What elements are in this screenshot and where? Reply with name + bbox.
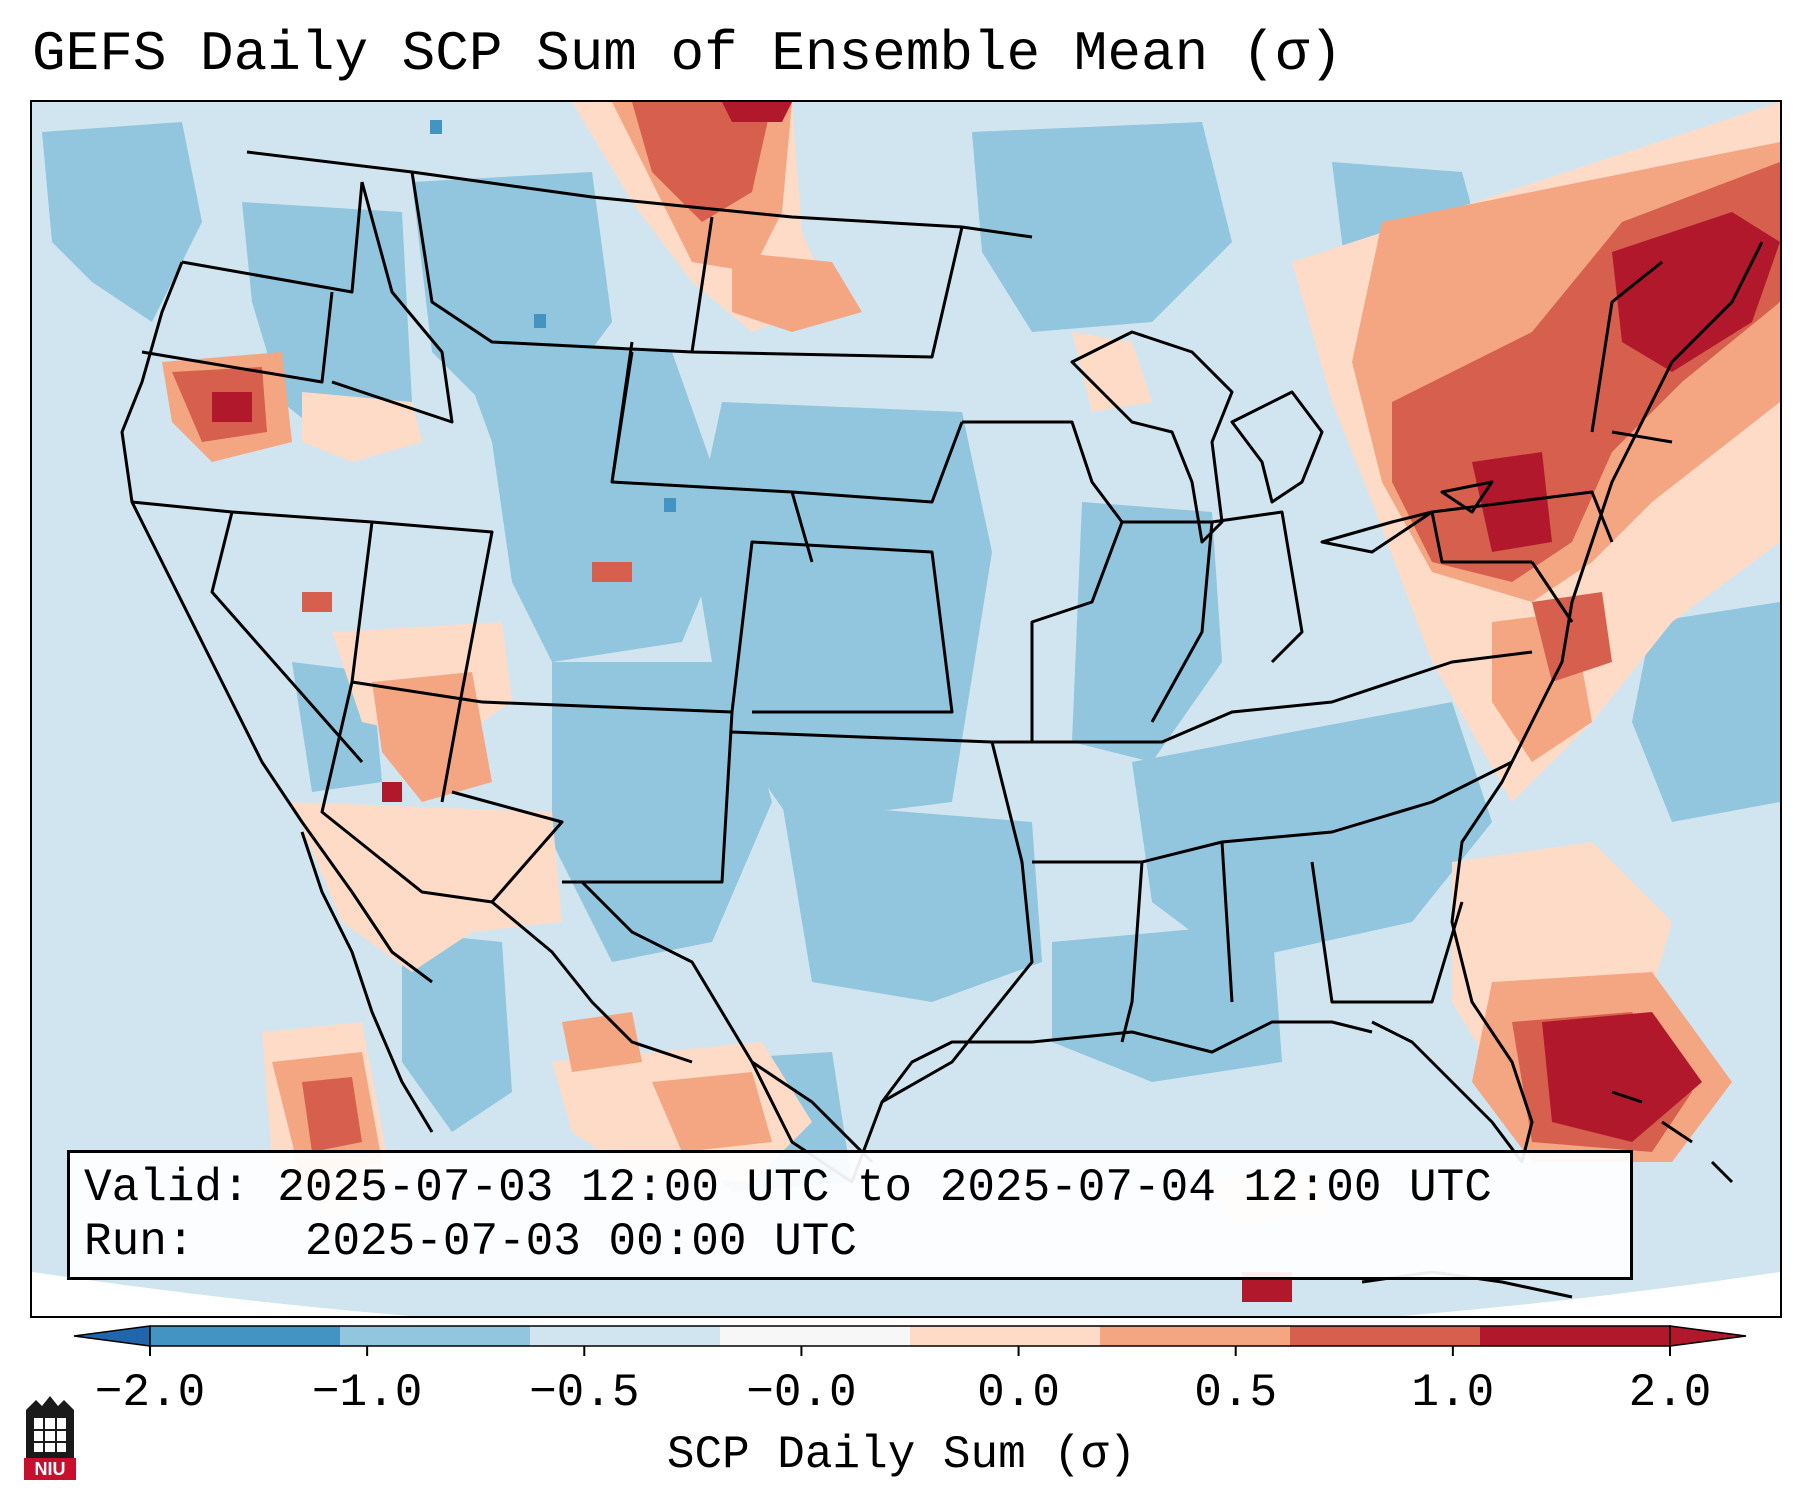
colorbar-tick-label: 0.5 <box>1194 1367 1278 1419</box>
state-lines-northeast <box>1430 260 1673 623</box>
colorbar-frame <box>149 1325 1671 1347</box>
niu-logo: NIU <box>24 1396 76 1480</box>
run-line: Run: 2025-07-03 00:00 UTC <box>84 1215 1616 1269</box>
map-panel[interactable] <box>30 100 1782 1318</box>
map-svg <box>32 102 1780 1316</box>
chart-title: GEFS Daily SCP Sum of Ensemble Mean (σ) <box>32 22 1343 86</box>
colorbar-tick-label: −0.0 <box>746 1367 857 1419</box>
state-lines-north-central <box>410 171 964 563</box>
valid-line: Valid: 2025-07-03 12:00 UTC to 2025-07-0… <box>84 1161 1616 1215</box>
colorbar-segment <box>150 1326 341 1346</box>
colorbar-segment <box>720 1326 911 1346</box>
colorbar-tick-label: −2.0 <box>94 1367 206 1419</box>
logo-text: NIU <box>35 1459 66 1479</box>
colorbar-tick-label: 0.0 <box>977 1367 1060 1419</box>
state-lines-northwest <box>141 181 454 424</box>
mexico-outlines <box>491 900 874 1164</box>
coastline-east <box>1371 241 1764 1164</box>
run-value: 2025-07-03 00:00 UTC <box>304 1216 857 1268</box>
valid-value: 2025-07-03 12:00 UTC to 2025-07-04 12:00… <box>277 1162 1492 1214</box>
map-outlines <box>120 150 1764 1299</box>
state-lines-southwest <box>131 500 564 904</box>
colorbar-segment <box>1290 1326 1481 1346</box>
coastline-west <box>120 261 433 984</box>
colorbar-tick-label: −1.0 <box>311 1367 423 1419</box>
coastline-baja <box>300 831 434 1133</box>
great-lakes <box>1070 330 1494 554</box>
valid-run-info-box: Valid: 2025-07-03 12:00 UTC to 2025-07-0… <box>67 1150 1633 1280</box>
colorbar-segment <box>340 1326 531 1346</box>
strong-negative-spots <box>430 120 676 512</box>
colorbar <box>73 1325 1747 1356</box>
colorbar-tick-label: 2.0 <box>1628 1367 1712 1419</box>
colorbar-segment <box>910 1326 1101 1346</box>
state-lines-southeast <box>1032 760 1513 1043</box>
run-label: Run: <box>84 1216 195 1268</box>
colorbar-under-extend <box>73 1325 151 1347</box>
colorbar-segment <box>1100 1326 1291 1346</box>
coastline-gulf <box>880 1020 1373 1103</box>
state-lines-midwest <box>962 420 1533 744</box>
colorbar-tick-label: 1.0 <box>1411 1367 1495 1419</box>
colorbar-segment <box>530 1326 721 1346</box>
colorbar-segment <box>1480 1326 1671 1346</box>
colorbar-label: SCP Daily Sum (σ) <box>666 1429 1137 1481</box>
colorbar-over-extend <box>1669 1325 1747 1347</box>
state-lines-south-central <box>481 540 1034 1184</box>
border-us-canada <box>246 150 1033 239</box>
colorbar-tick-label: −0.5 <box>529 1367 640 1419</box>
valid-label: Valid: <box>84 1162 250 1214</box>
